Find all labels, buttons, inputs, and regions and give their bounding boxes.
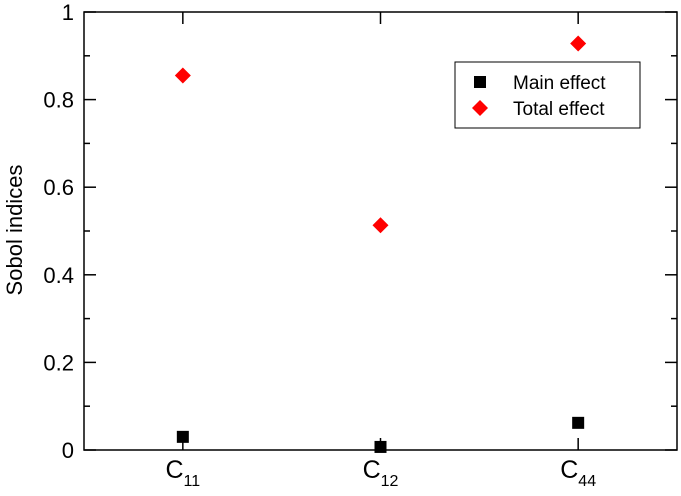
- y-tick-label: 0: [62, 438, 74, 463]
- main-effect-point: [176, 430, 189, 443]
- legend-square-marker: [474, 76, 486, 88]
- x-tick-label: C44: [560, 456, 596, 490]
- total-effect-point: [570, 35, 587, 52]
- total-effect-point: [372, 217, 389, 234]
- legend-label: Main effect: [513, 73, 606, 94]
- legend-box: [454, 61, 641, 129]
- legend: Main effect Total effect: [454, 61, 641, 129]
- y-tick-label: 0.8: [43, 88, 74, 113]
- main-effect-point: [572, 416, 585, 429]
- total-effect-point: [174, 67, 191, 84]
- x-tick-label: C12: [363, 456, 399, 490]
- y-tick-label: 0.2: [43, 350, 74, 375]
- legend-diamond-marker: [472, 100, 488, 116]
- y-tick-label: 0.4: [43, 263, 74, 288]
- main-effect-point: [374, 440, 387, 453]
- x-tick-label: C11: [165, 456, 200, 490]
- y-tick-label: 1: [62, 0, 74, 25]
- legend-label: Total effect: [513, 99, 605, 120]
- y-axis-title: Sobol indices: [2, 165, 27, 296]
- y-tick-label: 0.6: [43, 175, 74, 200]
- plot-area: 0 0.2 0.4 0.6 0.8 1 C11 C12 C44: [43, 0, 678, 490]
